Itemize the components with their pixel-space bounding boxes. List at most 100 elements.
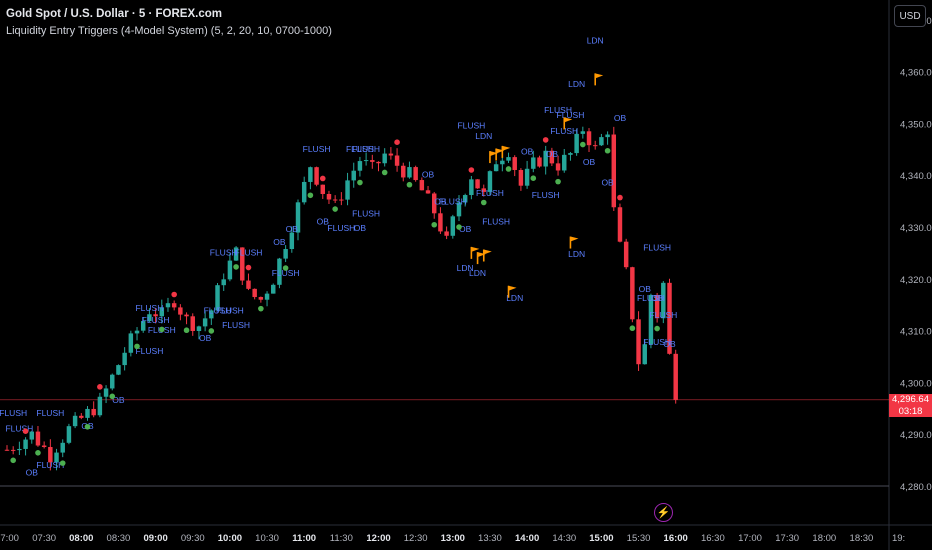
candle-body[interactable] bbox=[363, 160, 369, 162]
candle-body[interactable] bbox=[289, 232, 295, 250]
candle-body[interactable] bbox=[54, 452, 59, 463]
candle-body[interactable] bbox=[419, 180, 425, 191]
candle-body[interactable] bbox=[611, 134, 617, 208]
candle-body[interactable] bbox=[283, 249, 288, 259]
candle-body[interactable] bbox=[332, 199, 338, 201]
candle-body[interactable] bbox=[425, 190, 431, 194]
candle-body[interactable] bbox=[215, 285, 220, 311]
candle-body[interactable] bbox=[221, 279, 226, 286]
indicator-legend[interactable]: Liquidity Entry Triggers (4-Model System… bbox=[6, 25, 332, 37]
candle-body[interactable] bbox=[586, 131, 592, 146]
candle-body[interactable] bbox=[394, 155, 400, 166]
candle-body[interactable] bbox=[462, 195, 468, 203]
candle-body[interactable] bbox=[48, 447, 53, 463]
candle-body[interactable] bbox=[66, 426, 72, 443]
candle-body[interactable] bbox=[481, 188, 486, 192]
candle-body[interactable] bbox=[10, 449, 16, 451]
candle-body[interactable] bbox=[110, 374, 115, 389]
candle-body[interactable] bbox=[258, 297, 264, 300]
candle-body[interactable] bbox=[518, 169, 524, 186]
candle-body[interactable] bbox=[190, 316, 195, 332]
lightning-bolt-icon[interactable]: ⚡ bbox=[654, 503, 673, 522]
candle-body[interactable] bbox=[617, 207, 623, 242]
currency-button[interactable]: USD bbox=[894, 5, 926, 27]
candle-body[interactable] bbox=[295, 202, 301, 233]
candle-body[interactable] bbox=[512, 157, 517, 170]
candle-body[interactable] bbox=[140, 321, 146, 331]
candle-body[interactable] bbox=[320, 184, 326, 194]
candle-body[interactable] bbox=[165, 303, 171, 308]
candle-body[interactable] bbox=[339, 199, 344, 201]
candle-body[interactable] bbox=[17, 448, 22, 451]
candle-body[interactable] bbox=[351, 170, 356, 181]
candle-body[interactable] bbox=[41, 445, 47, 448]
candle-body[interactable] bbox=[469, 179, 474, 196]
candle-body[interactable] bbox=[500, 160, 505, 165]
candle-body[interactable] bbox=[413, 167, 418, 181]
candle-body[interactable] bbox=[487, 171, 493, 192]
candle-body[interactable] bbox=[636, 319, 641, 365]
candle-body[interactable] bbox=[555, 163, 561, 171]
candle-body[interactable] bbox=[431, 193, 437, 214]
candle-body[interactable] bbox=[153, 314, 158, 317]
candle-body[interactable] bbox=[314, 167, 319, 185]
candle-body[interactable] bbox=[407, 167, 412, 178]
candle-body[interactable] bbox=[605, 134, 610, 138]
candle-body[interactable] bbox=[196, 326, 202, 332]
candle-body[interactable] bbox=[91, 408, 96, 416]
candle-body[interactable] bbox=[85, 408, 90, 418]
candle-body[interactable] bbox=[4, 449, 10, 451]
candle-body[interactable] bbox=[308, 167, 313, 182]
candle-body[interactable] bbox=[202, 318, 208, 327]
candle-body[interactable] bbox=[574, 133, 579, 154]
candle-body[interactable] bbox=[301, 181, 307, 203]
candle-body[interactable] bbox=[456, 202, 462, 217]
candle-body[interactable] bbox=[549, 150, 555, 164]
candle-body[interactable] bbox=[97, 396, 103, 416]
candle-body[interactable] bbox=[147, 314, 152, 322]
candle-body[interactable] bbox=[376, 161, 381, 164]
candle-body[interactable] bbox=[357, 161, 363, 171]
candle-body[interactable] bbox=[642, 344, 647, 365]
candle-body[interactable] bbox=[388, 153, 394, 156]
candle-body[interactable] bbox=[23, 439, 28, 449]
candle-body[interactable] bbox=[506, 157, 511, 161]
candle-body[interactable] bbox=[184, 314, 189, 317]
candle-body[interactable] bbox=[79, 415, 84, 418]
candle-body[interactable] bbox=[623, 241, 629, 268]
candle-body[interactable] bbox=[252, 288, 257, 298]
candle-body[interactable] bbox=[264, 293, 270, 300]
candle-body[interactable] bbox=[209, 310, 214, 319]
candle-body[interactable] bbox=[271, 284, 276, 294]
candle-body[interactable] bbox=[382, 153, 387, 164]
candle-body[interactable] bbox=[661, 282, 666, 319]
candle-body[interactable] bbox=[60, 442, 65, 453]
candle-body[interactable] bbox=[35, 431, 41, 446]
candle-body[interactable] bbox=[543, 150, 548, 167]
candle-body[interactable] bbox=[246, 280, 251, 289]
candle-body[interactable] bbox=[648, 294, 654, 345]
candle-body[interactable] bbox=[537, 157, 542, 167]
candle-body[interactable] bbox=[401, 165, 406, 178]
candle-body[interactable] bbox=[531, 157, 536, 169]
candle-body[interactable] bbox=[29, 431, 34, 440]
candle-body[interactable] bbox=[450, 216, 456, 236]
candle-body[interactable] bbox=[370, 160, 375, 162]
candle-body[interactable] bbox=[277, 258, 282, 285]
candle-body[interactable] bbox=[134, 330, 140, 334]
candle-body[interactable] bbox=[178, 307, 183, 315]
candle-body[interactable] bbox=[122, 352, 127, 366]
candle-body[interactable] bbox=[438, 213, 443, 232]
candle-body[interactable] bbox=[673, 353, 678, 400]
candle-body[interactable] bbox=[562, 154, 567, 171]
candle-body[interactable] bbox=[171, 303, 177, 308]
candle-body[interactable] bbox=[345, 180, 350, 200]
candle-body[interactable] bbox=[654, 294, 660, 319]
candle-body[interactable] bbox=[103, 388, 109, 397]
candle-body[interactable] bbox=[475, 179, 480, 189]
candle-body[interactable] bbox=[233, 247, 239, 261]
candle-body[interactable] bbox=[116, 365, 121, 375]
candle-body[interactable] bbox=[568, 153, 573, 155]
candle-body[interactable] bbox=[592, 145, 598, 147]
